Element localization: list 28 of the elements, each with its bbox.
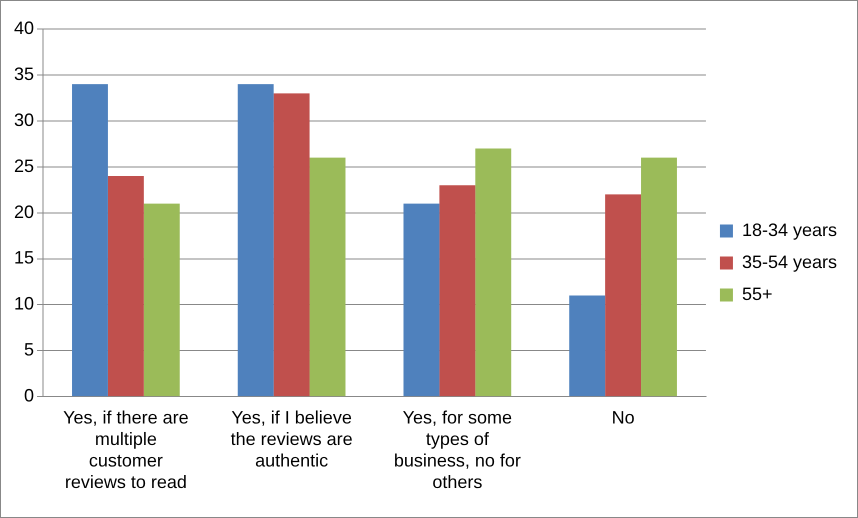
bar	[641, 158, 677, 396]
x-tick-label: No	[612, 407, 635, 428]
y-tick-label: 30	[14, 110, 34, 130]
bar	[439, 185, 476, 396]
y-tick-label: 40	[14, 18, 34, 38]
y-tick-label: 0	[24, 386, 34, 406]
y-tick-label: 35	[14, 64, 34, 84]
bar	[569, 296, 606, 396]
bar	[72, 84, 108, 396]
x-tick-label: Yes, for some types of business, no for others	[394, 407, 521, 492]
legend-label: 18-34 years	[742, 220, 838, 240]
bar	[274, 93, 310, 396]
bar	[108, 176, 144, 396]
bar	[403, 204, 440, 396]
bar	[238, 84, 274, 396]
legend-label: 55+	[742, 284, 772, 304]
y-tick-label: 10	[14, 294, 34, 314]
y-tick-label: 5	[24, 340, 34, 360]
bar	[310, 158, 346, 396]
bar	[605, 194, 642, 396]
legend-label: 35-54 years	[742, 252, 838, 272]
y-tick-label: 25	[14, 156, 34, 176]
x-tick-label: Yes, if I believe the reviews are authentic	[230, 407, 353, 471]
y-tick-label: 20	[14, 202, 34, 222]
bar	[144, 204, 180, 396]
y-tick-label: 15	[14, 248, 34, 268]
bar	[475, 148, 512, 396]
x-tick-label: Yes, if there are multiple customer reviews to read	[63, 407, 189, 492]
